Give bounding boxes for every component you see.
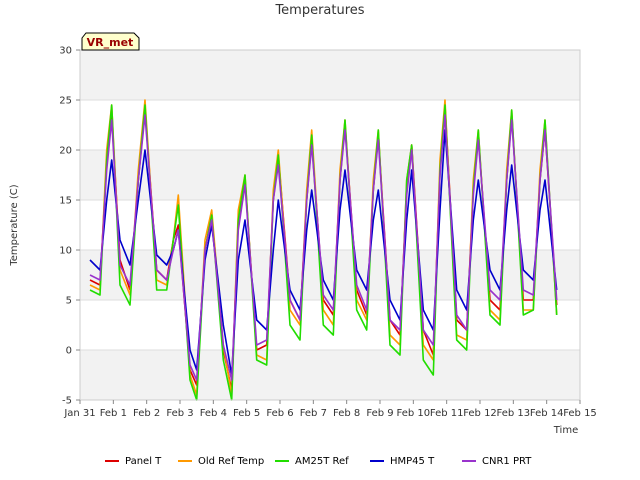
y-axis-title: Temperature (C) — [9, 184, 20, 266]
y-tick-label: 20 — [59, 146, 72, 157]
series-line-cnr1-prt — [89, 114, 558, 381]
plot-area — [79, 49, 581, 401]
x-tick-label: Feb 14 — [530, 408, 564, 419]
x-tick-label: Feb 3 — [166, 408, 193, 419]
x-tick-label: Feb 12 — [463, 408, 497, 419]
x-tick-label: Feb 11 — [430, 408, 464, 419]
x-axis-title: Time — [553, 425, 578, 436]
site-tag: VR_met — [81, 32, 140, 51]
x-tick-label: Feb 4 — [200, 408, 227, 419]
x-tick-label: Feb 15 — [563, 408, 597, 419]
x-tick-label: Feb 6 — [266, 408, 293, 419]
legend-label-old-ref-temp: Old Ref Temp — [198, 456, 264, 467]
x-tick-label: Feb 9 — [366, 408, 393, 419]
x-tick-label: Feb 2 — [133, 408, 160, 419]
y-tick-label: 10 — [59, 246, 72, 257]
x-tick-label: Feb 10 — [397, 408, 431, 419]
plot-border — [79, 49, 581, 401]
plot-background — [80, 50, 580, 400]
shaded-band-0 — [80, 350, 580, 400]
y-tick-label: 15 — [59, 196, 72, 207]
site-tag-box — [81, 32, 140, 51]
site-tag-label: VR_met — [87, 36, 134, 49]
legend-label-panel-t: Panel T — [125, 456, 162, 467]
y-tick-label: 5 — [66, 296, 72, 307]
shaded-band-3 — [80, 50, 580, 100]
x-tick-label: Feb 7 — [300, 408, 327, 419]
y-tick-label: -5 — [62, 396, 72, 407]
y-axis-ticks: -5 0 5 10 15 20 25 30 — [59, 46, 80, 407]
series-line-hmp45-t — [89, 129, 558, 376]
shaded-band-2 — [80, 150, 580, 200]
y-tick-label: 30 — [59, 46, 72, 57]
legend-label-cnr1-prt: CNR1 PRT — [482, 456, 532, 467]
x-tick-label: Feb 13 — [497, 408, 531, 419]
chart-title: Temperatures — [274, 3, 364, 18]
x-tick-label: Feb 8 — [333, 408, 360, 419]
x-tick-label: Feb 1 — [100, 408, 127, 419]
y-tick-label: 25 — [59, 96, 72, 107]
legend-label-am25t-ref: AM25T Ref — [295, 456, 349, 467]
x-tick-label: Feb 5 — [233, 408, 260, 419]
legend: Panel T Old Ref Temp AM25T Ref HMP45 T CNR1 … — [105, 456, 532, 467]
shaded-bands — [80, 50, 580, 400]
y-tick-label: 0 — [66, 346, 72, 357]
x-tick-label: Jan 31 — [63, 408, 95, 419]
series-lines — [89, 99, 558, 401]
legend-label-hmp45-t: HMP45 T — [390, 456, 435, 467]
x-axis-ticks: Jan 31 Feb 1 Feb 2 Feb 3 Feb 4 Feb 5 Feb 6 Feb … — [63, 400, 597, 419]
